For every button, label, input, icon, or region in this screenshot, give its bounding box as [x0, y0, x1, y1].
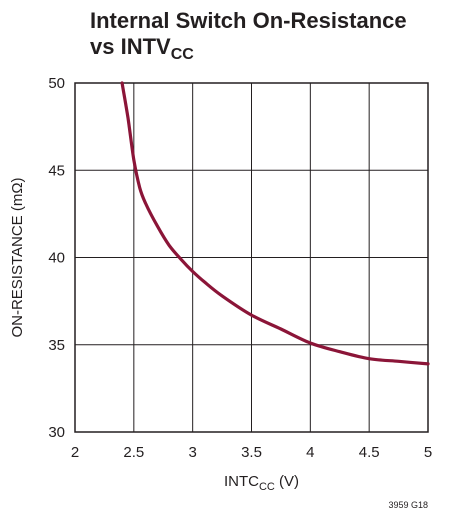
x-tick-labels: 2 2.5 3 3.5 4 4.5 5 — [71, 444, 432, 461]
x-axis-label: INTCCC (V) — [224, 473, 299, 493]
y-tick-labels: 30 35 40 45 50 — [48, 75, 65, 441]
x-axis-label-unit: (V) — [275, 473, 299, 490]
x-tick-label: 2 — [71, 444, 79, 461]
chart-title-line1: Internal Switch On-Resistance — [90, 8, 407, 33]
chart-title-line2-main: vs INTV — [90, 34, 171, 59]
chart-title-line2-sub: CC — [170, 46, 194, 63]
figure-id: 3959 G18 — [388, 500, 428, 510]
y-tick-label: 35 — [48, 337, 65, 354]
y-axis-label: ON-RESISTANCE (mΩ) — [9, 177, 26, 337]
y-tick-label: 50 — [48, 75, 65, 92]
grid-layer — [75, 83, 428, 432]
chart-title: Internal Switch On-Resistance vs INTVCC — [90, 8, 440, 68]
chart-title-line2: vs INTVCC — [90, 34, 440, 68]
plot-frame — [74, 82, 429, 433]
series-layer — [120, 81, 430, 366]
series-line — [120, 81, 430, 366]
x-tick-label: 4.5 — [359, 444, 380, 461]
y-tick-label: 30 — [48, 424, 65, 441]
x-axis-label-main: INTC — [224, 473, 259, 490]
x-tick-label: 3 — [188, 444, 196, 461]
y-tick-label: 45 — [48, 162, 65, 179]
x-tick-label: 5 — [424, 444, 432, 461]
x-axis-label-sub: CC — [259, 481, 275, 493]
x-tick-label: 4 — [306, 444, 314, 461]
x-tick-label: 2.5 — [123, 444, 144, 461]
x-tick-label: 3.5 — [241, 444, 262, 461]
y-tick-label: 40 — [48, 250, 65, 267]
